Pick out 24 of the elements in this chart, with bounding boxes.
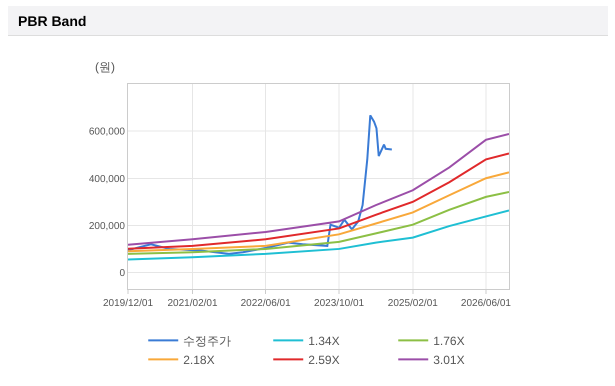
line-series — [128, 152, 509, 250]
legend-label: 1.76X — [433, 334, 465, 348]
line-series — [128, 190, 509, 255]
y-tick-label: 200,000 — [88, 220, 126, 232]
x-tick-label: 2026/06/01 — [460, 298, 512, 309]
x-tick-label: 2021/02/01 — [168, 298, 218, 309]
x-tick-label: 2022/06/01 — [240, 298, 292, 309]
legend-label: 2.18X — [183, 353, 215, 368]
legend-label: 1.34X — [308, 334, 340, 348]
y-tick-label: 600,000 — [88, 126, 126, 138]
y-axis-title: (원) — [95, 60, 115, 74]
line-series — [128, 132, 509, 246]
line-series — [128, 114, 393, 255]
legend-label: 3.01X — [433, 353, 465, 368]
line-series — [128, 171, 509, 252]
legend-label: 2.59X — [308, 353, 340, 368]
chart-title: PBR Band — [8, 6, 608, 36]
x-tick-label: 2019/12/01 — [102, 298, 154, 309]
y-tick-label: 400,000 — [88, 174, 126, 185]
x-tick-label: 2023/10/01 — [314, 298, 365, 309]
line-series — [128, 210, 509, 261]
x-tick-label: 2025/02/01 — [388, 298, 438, 309]
legend-label: 수정주가 — [183, 334, 232, 348]
y-tick-label: 0 — [119, 268, 126, 280]
